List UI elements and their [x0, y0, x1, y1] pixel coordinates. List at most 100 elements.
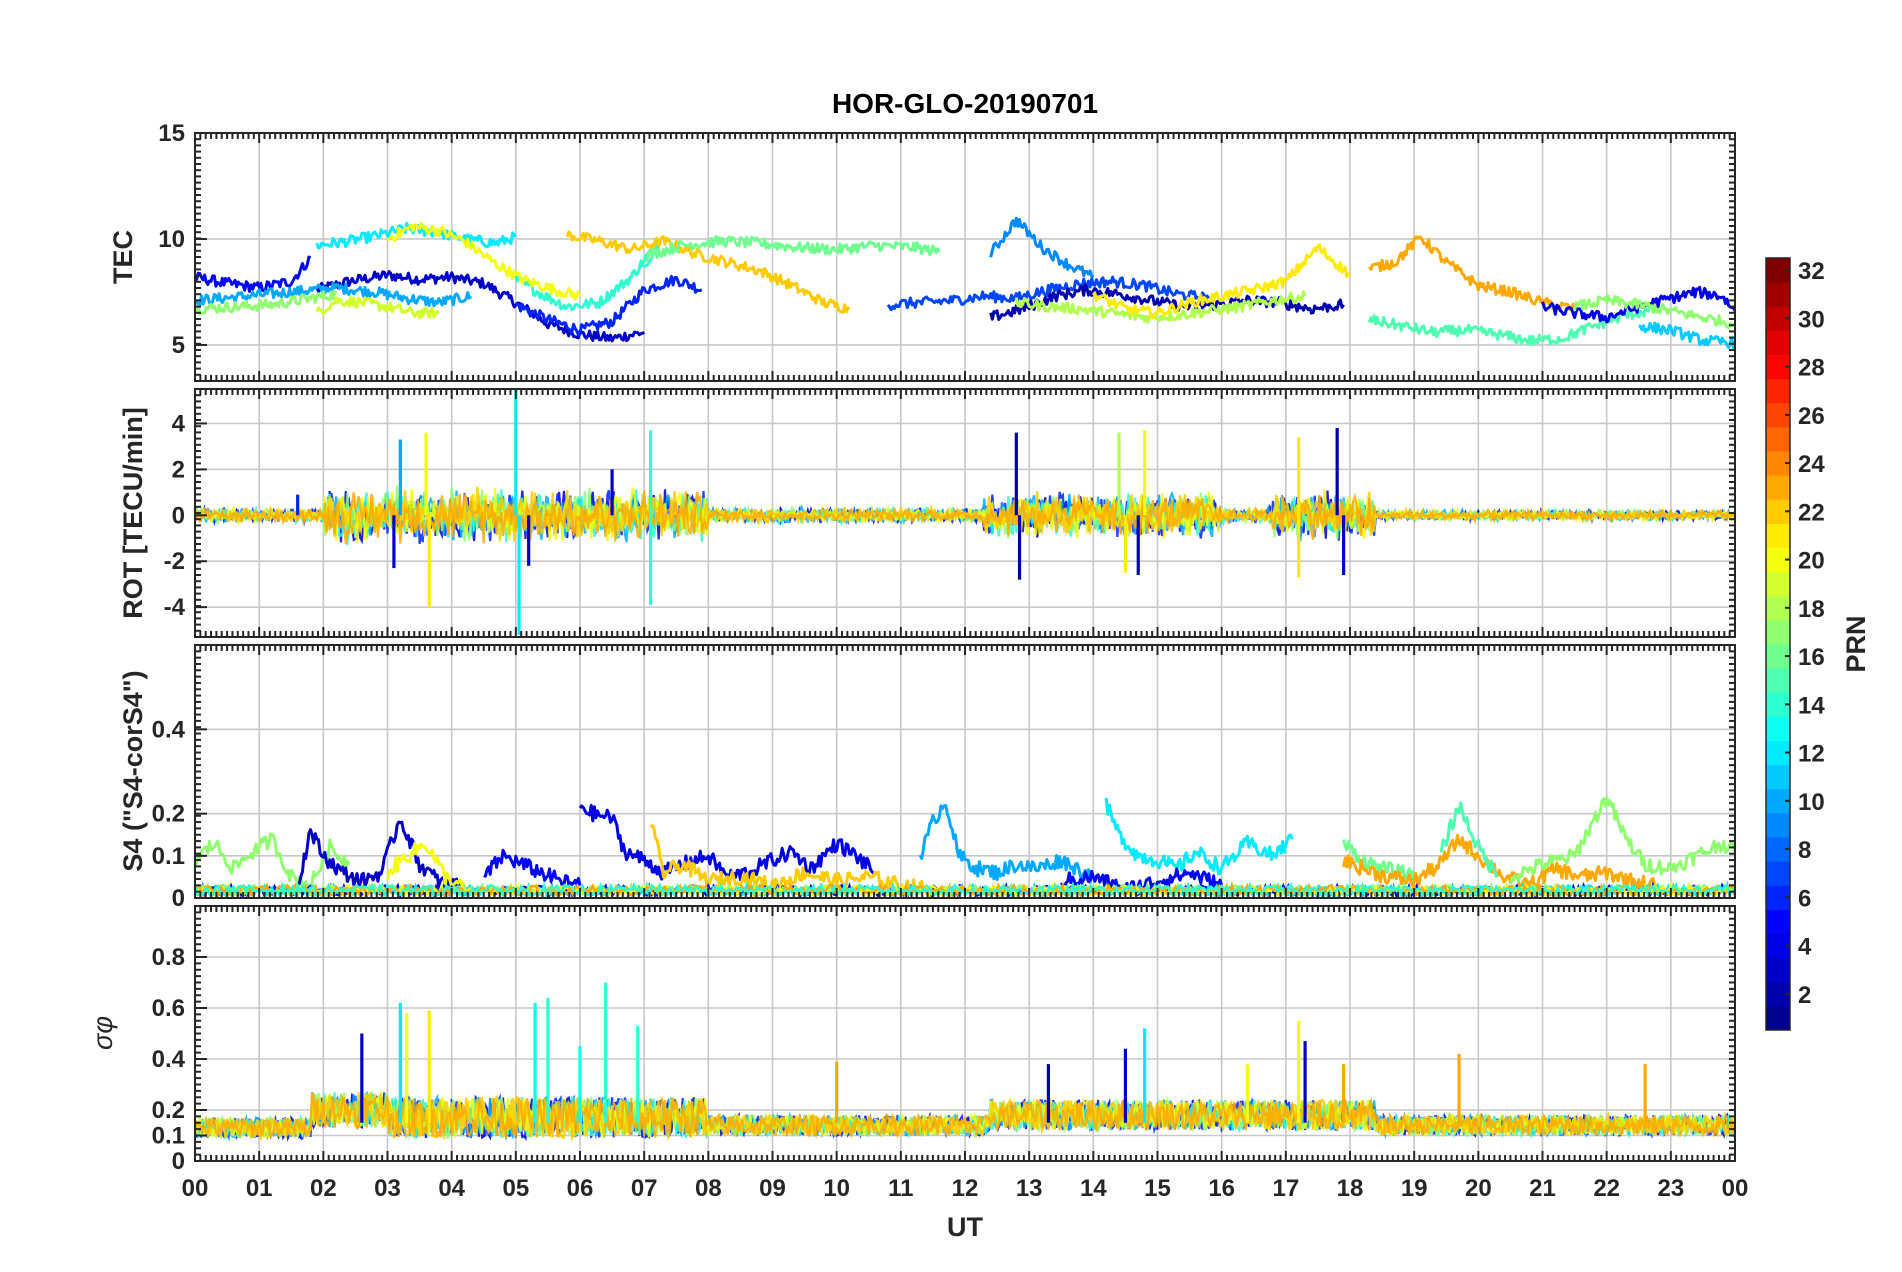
x-axis-label: UT — [947, 1212, 983, 1242]
tec-series-prn-23 — [1368, 235, 1577, 312]
s4-series-prn-10 — [918, 804, 1095, 884]
tec-series-prn-10 — [195, 281, 473, 308]
colorbar-label: PRN — [1841, 615, 1871, 672]
x-tick-label: 19 — [1401, 1175, 1428, 1202]
x-tick-label: 18 — [1337, 1175, 1364, 1202]
tec-y-tick-label: 5 — [172, 332, 185, 359]
chart-title: HOR-GLO-20190701 — [832, 88, 1098, 119]
tec-series-prn-6 — [515, 274, 703, 337]
colorbar-swatch — [1766, 668, 1790, 693]
x-tick-label: 04 — [438, 1175, 465, 1202]
rot-y-tick-label: -2 — [164, 548, 185, 575]
colorbar-swatch — [1766, 282, 1790, 307]
colorbar-swatch — [1766, 619, 1790, 645]
s4-ylabel: S4 ("S4-corS4") — [118, 670, 148, 871]
s4-y-tick-label: 0.2 — [152, 801, 185, 828]
x-tick-label: 17 — [1272, 1175, 1299, 1202]
x-tick-label: 10 — [823, 1175, 850, 1202]
x-tick-label: 08 — [695, 1175, 722, 1202]
colorbar-tick-label: 4 — [1798, 934, 1812, 961]
s4-ylabel-text: S4 ("S4-corS4") — [118, 670, 148, 871]
tec-series-prn-9 — [989, 216, 1095, 279]
colorbar-tick-label: 14 — [1798, 692, 1825, 719]
colorbar-tick-label: 32 — [1798, 258, 1825, 285]
sigma_phi-y-tick-label: 0.6 — [152, 995, 185, 1022]
s4-series-prn-16 — [1342, 839, 1422, 885]
colorbar-tick-label: 2 — [1798, 982, 1811, 1009]
x-tick-label: 05 — [502, 1175, 529, 1202]
x-tick-label: 22 — [1593, 1175, 1620, 1202]
rot-y-tick-label: 0 — [172, 502, 185, 529]
x-tick-label: 16 — [1208, 1175, 1235, 1202]
sigma_phi-y-tick-label: 0.4 — [152, 1046, 186, 1073]
s4-series-prn-4 — [578, 803, 876, 883]
rot-y-tick-label: -4 — [164, 594, 186, 621]
rot-data — [195, 389, 1735, 635]
s4-y-tick-label: 0.4 — [152, 716, 186, 743]
tec-y-tick-label: 15 — [158, 120, 185, 147]
s4-series-prn-15 — [1439, 801, 1499, 879]
sigma_phi-ticks — [194, 905, 1736, 1162]
x-tick-label: 13 — [1016, 1175, 1043, 1202]
colorbar-swatch — [1766, 475, 1790, 500]
s4-panel: 0 0.1 0.2 0.4 — [152, 644, 1736, 912]
tec-series-prn-17 — [1573, 294, 1735, 330]
sigma_phi-y-tick-label: 0.8 — [152, 944, 185, 971]
rot-trace-prn-23 — [195, 490, 1735, 544]
rot-ticks — [194, 388, 1736, 638]
sigma_phi-y-tick-label: 0 — [172, 1148, 185, 1175]
tec-series-prn-17 — [195, 290, 338, 316]
s4-y-tick-label: 0.1 — [152, 843, 185, 870]
sigma_phi-y-tick-label: 0.2 — [152, 1097, 185, 1124]
colorbar-swatch — [1766, 330, 1790, 355]
colorbar-swatch — [1766, 812, 1790, 838]
rot-y-tick-label: 4 — [172, 410, 186, 437]
tec-series-prn-7 — [886, 275, 1211, 312]
tec-series-prn-11 — [1638, 321, 1735, 350]
tec-y-tick-label: 10 — [158, 226, 185, 253]
colorbar-swatch — [1766, 861, 1790, 886]
x-tick-label: 00 — [182, 1175, 209, 1202]
x-tick-label: 23 — [1657, 1175, 1684, 1202]
rot-ylabel: ROT [TECU/min] — [118, 407, 148, 618]
tec-series-prn-5 — [195, 255, 312, 293]
sigma_phi-trace-prn-23 — [195, 1092, 1735, 1140]
tec-series-prn-3 — [315, 270, 646, 343]
colorbar-tick-label: 22 — [1798, 499, 1825, 526]
tec-ylabel: TEC — [108, 230, 138, 284]
colorbar-swatch — [1766, 571, 1790, 597]
tec-series-prn-18 — [1014, 290, 1307, 324]
colorbar-swatch — [1766, 426, 1790, 452]
x-tick-label: 03 — [374, 1175, 401, 1202]
colorbar-tick-label: 26 — [1798, 403, 1825, 430]
sigma-phi-ylabel: σφ — [88, 1016, 118, 1050]
x-tick-label: 14 — [1080, 1175, 1107, 1202]
colorbar-tick-label: 20 — [1798, 548, 1825, 575]
colorbar-swatch — [1766, 764, 1790, 790]
x-tick-label: 06 — [567, 1175, 594, 1202]
s4-ticks — [194, 644, 1736, 899]
colorbar-swatch — [1766, 1005, 1790, 1031]
colorbar-tick-label: 12 — [1798, 741, 1825, 768]
x-tick-label: 11 — [888, 1175, 913, 1202]
s4-series-prn-17 — [1508, 796, 1735, 885]
colorbar-swatch — [1766, 716, 1790, 741]
x-tick-label: 01 — [246, 1175, 273, 1202]
s4-series-prn-23 — [1342, 833, 1659, 893]
s4-series-prn-12 — [1104, 797, 1294, 876]
sigma_phi-y-tick-label: 0.1 — [152, 1123, 185, 1150]
colorbar-swatch — [1766, 523, 1790, 548]
colorbar-tick-label: 16 — [1798, 644, 1825, 671]
colorbar-tick-label: 8 — [1798, 837, 1811, 864]
colorbar-swatch — [1766, 378, 1790, 404]
s4-y-tick-label: 0 — [172, 885, 185, 912]
rot-panel: -4 -2 0 2 4 — [164, 388, 1736, 638]
x-tick-label: 21 — [1529, 1175, 1556, 1202]
x-tick-label: 02 — [310, 1175, 337, 1202]
x-tick-label: 07 — [631, 1175, 658, 1202]
tec-ticks — [194, 132, 1736, 382]
colorbar-tick-label: 24 — [1798, 451, 1825, 478]
sigma-phi-panel: 00.10.2 0.4 0.6 0.8 — [152, 905, 1736, 1175]
